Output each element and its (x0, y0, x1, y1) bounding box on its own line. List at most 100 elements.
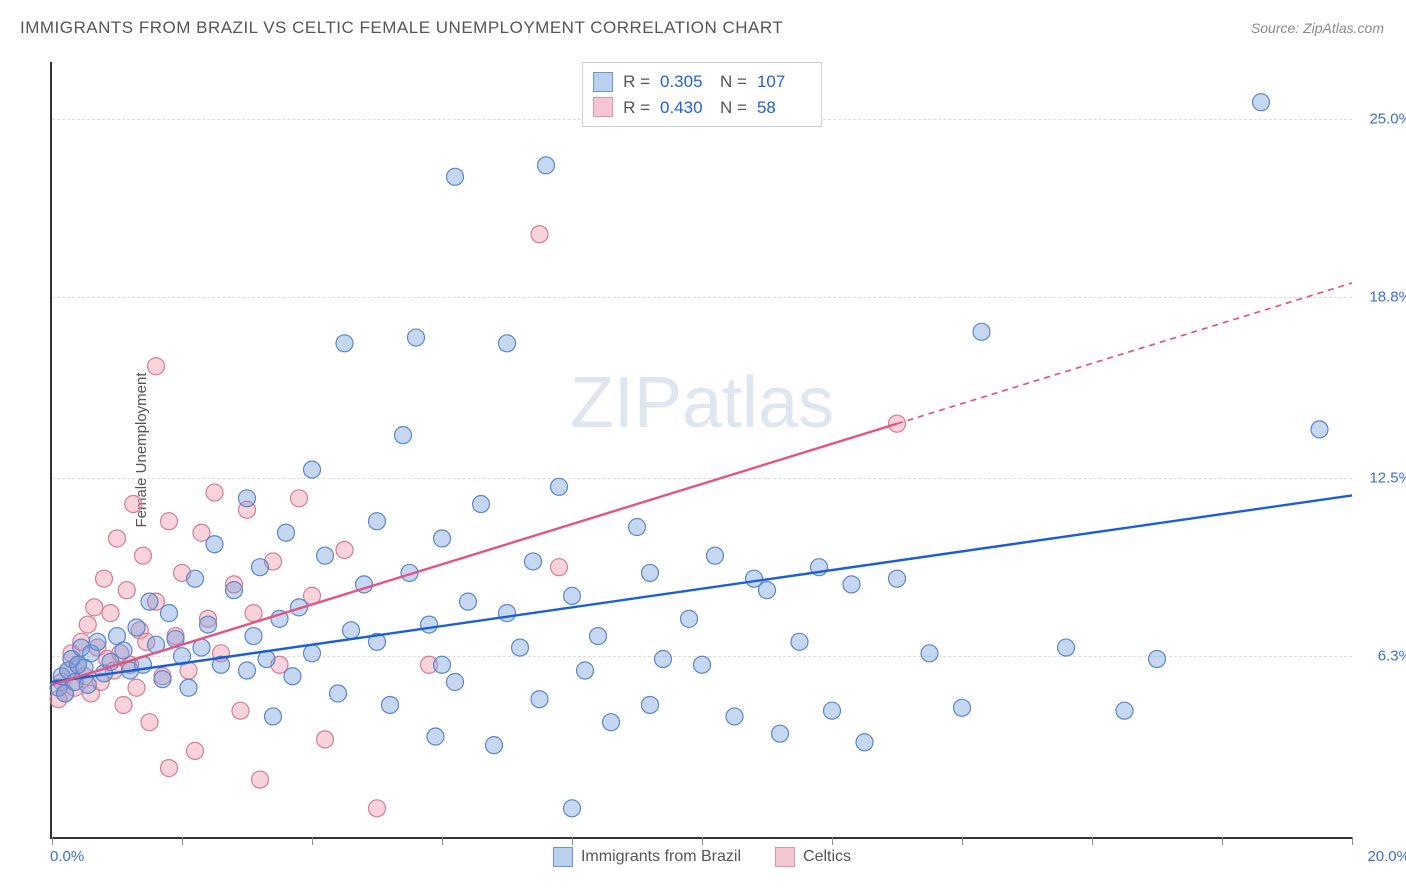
data-point (408, 329, 425, 346)
data-point (421, 616, 438, 633)
data-point (232, 702, 249, 719)
data-point (447, 168, 464, 185)
data-point (141, 714, 158, 731)
data-point (187, 742, 204, 759)
data-point (245, 628, 262, 645)
data-point (1116, 702, 1133, 719)
legend-item-1: Celtics (775, 847, 851, 867)
data-point (265, 708, 282, 725)
data-point (161, 760, 178, 777)
data-point (125, 496, 142, 513)
data-point (525, 553, 542, 570)
data-point (180, 679, 197, 696)
x-axis-min-label: 0.0% (50, 848, 84, 865)
n-value-0: 107 (757, 69, 807, 95)
data-point (577, 662, 594, 679)
legend-swatch-1 (775, 847, 795, 867)
r-value-0: 0.305 (660, 69, 710, 95)
data-point (551, 559, 568, 576)
data-point (135, 547, 152, 564)
data-point (304, 461, 321, 478)
data-point (655, 651, 672, 668)
data-point (538, 157, 555, 174)
trend-line (52, 424, 897, 685)
chart-title: IMMIGRANTS FROM BRAZIL VS CELTIC FEMALE … (20, 18, 783, 38)
data-point (141, 593, 158, 610)
stats-row-series-0: R = 0.305 N = 107 (593, 69, 807, 95)
data-point (499, 605, 516, 622)
data-point (824, 702, 841, 719)
data-point (330, 685, 347, 702)
legend-item-0: Immigrants from Brazil (553, 847, 741, 867)
data-point (551, 478, 568, 495)
data-point (369, 800, 386, 817)
legend-label-1: Celtics (803, 848, 851, 866)
data-point (642, 696, 659, 713)
data-point (239, 490, 256, 507)
data-point (89, 633, 106, 650)
data-point (343, 622, 360, 639)
data-point (603, 714, 620, 731)
data-point (395, 427, 412, 444)
data-point (161, 605, 178, 622)
data-point (86, 599, 103, 616)
data-point (284, 668, 301, 685)
r-value-1: 0.430 (660, 95, 710, 121)
data-point (512, 639, 529, 656)
data-point (115, 642, 132, 659)
scatter-svg (52, 62, 1352, 837)
data-point (382, 696, 399, 713)
data-point (278, 524, 295, 541)
data-point (187, 570, 204, 587)
series-legend: Immigrants from Brazil Celtics (553, 847, 851, 867)
data-point (642, 564, 659, 581)
trend-line-dashed (897, 283, 1352, 424)
y-tick-label: 25.0% (1357, 111, 1406, 128)
data-point (118, 582, 135, 599)
data-point (460, 593, 477, 610)
data-point (206, 484, 223, 501)
data-point (473, 496, 490, 513)
data-point (434, 656, 451, 673)
data-point (102, 605, 119, 622)
y-tick-label: 6.3% (1357, 648, 1406, 665)
data-point (564, 587, 581, 604)
swatch-series-0 (593, 72, 613, 92)
data-point (447, 674, 464, 691)
data-point (291, 490, 308, 507)
swatch-series-1 (593, 97, 613, 117)
data-point (921, 645, 938, 662)
data-point (791, 633, 808, 650)
data-point (109, 530, 126, 547)
data-point (1149, 651, 1166, 668)
legend-swatch-0 (553, 847, 573, 867)
data-point (96, 570, 113, 587)
stats-row-series-1: R = 0.430 N = 58 (593, 95, 807, 121)
data-point (245, 605, 262, 622)
data-point (973, 323, 990, 340)
legend-label-0: Immigrants from Brazil (581, 848, 741, 866)
y-tick-label: 12.5% (1357, 470, 1406, 487)
data-point (317, 731, 334, 748)
data-point (856, 734, 873, 751)
data-point (499, 335, 516, 352)
data-point (629, 519, 646, 536)
source-attribution: Source: ZipAtlas.com (1251, 20, 1384, 36)
data-point (304, 645, 321, 662)
n-value-1: 58 (757, 95, 807, 121)
data-point (843, 576, 860, 593)
data-point (726, 708, 743, 725)
stats-legend: R = 0.305 N = 107 R = 0.430 N = 58 (582, 62, 822, 127)
data-point (206, 536, 223, 553)
data-point (252, 559, 269, 576)
data-point (531, 226, 548, 243)
data-point (564, 800, 581, 817)
plot-area: Female Unemployment 6.3%12.5%18.8%25.0% … (50, 62, 1352, 839)
data-point (772, 725, 789, 742)
data-point (681, 610, 698, 627)
data-point (759, 582, 776, 599)
data-point (239, 662, 256, 679)
data-point (115, 696, 132, 713)
data-point (1058, 639, 1075, 656)
data-point (154, 671, 171, 688)
